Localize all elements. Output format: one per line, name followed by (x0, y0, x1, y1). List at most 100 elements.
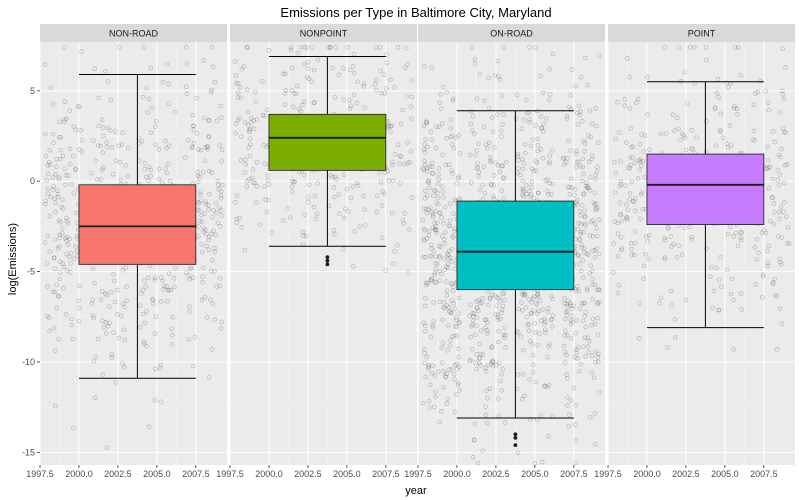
data-point (216, 186, 221, 192)
data-point (565, 403, 570, 408)
data-point (499, 388, 505, 393)
data-point (67, 236, 72, 242)
data-point (77, 147, 82, 152)
data-point (348, 195, 354, 201)
data-point (703, 45, 709, 50)
data-point (638, 192, 644, 197)
data-point (206, 118, 211, 123)
facet-strip (40, 24, 227, 42)
data-point (166, 271, 172, 276)
data-point (530, 353, 536, 358)
data-point (503, 159, 509, 165)
data-point (592, 190, 598, 196)
data-point (585, 82, 591, 88)
data-point (347, 98, 352, 103)
data-point (195, 179, 201, 185)
data-point (152, 124, 158, 130)
data-point (563, 328, 568, 334)
data-point (239, 66, 245, 72)
panel-background (230, 42, 417, 465)
data-point (169, 326, 174, 331)
data-point (47, 162, 53, 167)
data-point (724, 141, 729, 146)
data-point (570, 67, 575, 72)
data-point (206, 237, 211, 243)
data-point (217, 143, 223, 148)
data-point (361, 81, 367, 87)
data-point (202, 211, 207, 216)
data-point (752, 91, 758, 96)
data-point (566, 185, 571, 190)
data-point (572, 192, 577, 198)
data-point (442, 305, 447, 311)
data-point (529, 166, 535, 172)
data-point (50, 187, 56, 192)
data-point (473, 153, 478, 158)
data-point (771, 201, 777, 206)
data-point (658, 131, 664, 137)
data-point (91, 315, 96, 321)
data-point (616, 130, 622, 135)
data-point (53, 209, 58, 215)
data-point (519, 396, 525, 402)
data-point (444, 401, 450, 406)
data-point (398, 180, 403, 186)
data-point (440, 152, 445, 158)
data-point (770, 281, 776, 287)
data-point (327, 45, 333, 50)
outlier-point (513, 435, 518, 440)
data-point (580, 318, 586, 324)
data-point (575, 198, 580, 203)
data-point (205, 144, 210, 149)
data-point (763, 89, 768, 94)
data-point (589, 282, 595, 287)
data-point (56, 294, 62, 299)
data-point (373, 45, 379, 50)
data-point (166, 161, 171, 167)
data-point (44, 177, 49, 183)
data-point (579, 301, 584, 306)
data-point (687, 45, 693, 50)
data-point (425, 144, 430, 150)
data-point (198, 189, 203, 194)
data-point (502, 297, 507, 303)
data-point (447, 343, 453, 348)
data-point (192, 334, 198, 340)
data-point (718, 111, 723, 116)
data-point (100, 372, 106, 377)
data-point (710, 305, 715, 311)
data-point (455, 181, 460, 187)
data-point (215, 220, 221, 226)
data-point (422, 360, 428, 366)
data-point (576, 261, 582, 267)
data-point (148, 130, 154, 135)
data-point (739, 291, 744, 296)
data-point (669, 244, 674, 249)
data-point (627, 191, 633, 196)
data-point (679, 131, 685, 137)
data-point (708, 274, 713, 279)
data-point (474, 366, 479, 372)
data-point (580, 164, 586, 170)
data-point (433, 389, 438, 395)
data-point (238, 158, 244, 163)
data-point (441, 195, 446, 200)
data-point (536, 308, 541, 314)
data-point (429, 164, 435, 170)
data-point (198, 147, 204, 153)
data-point (666, 224, 671, 230)
data-point (219, 147, 225, 153)
data-point (583, 221, 588, 227)
data-point (739, 307, 744, 312)
data-point (520, 166, 526, 172)
data-point (293, 91, 299, 97)
data-point (76, 318, 82, 324)
data-point (526, 296, 532, 302)
data-point (201, 58, 206, 63)
data-point (57, 276, 62, 282)
data-point (704, 57, 709, 63)
data-point (628, 240, 634, 246)
data-point (291, 180, 297, 185)
data-point (326, 45, 331, 50)
data-point (579, 178, 585, 184)
